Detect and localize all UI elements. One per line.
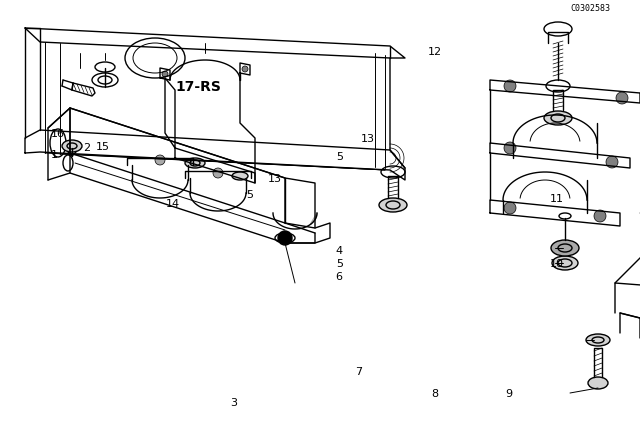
Ellipse shape [62,140,82,152]
Text: 10: 10 [550,259,564,269]
Circle shape [504,142,516,154]
Text: 6: 6 [336,272,342,282]
Circle shape [155,155,165,165]
Text: 13: 13 [361,134,375,144]
Polygon shape [310,213,317,224]
Ellipse shape [92,73,118,87]
Circle shape [504,202,516,214]
Text: 14: 14 [166,199,180,209]
Ellipse shape [552,256,578,270]
Ellipse shape [544,111,572,125]
Text: 17-RS: 17-RS [175,80,221,95]
Text: 11: 11 [550,194,564,204]
Ellipse shape [586,334,610,346]
Text: 16: 16 [51,129,65,139]
Circle shape [616,92,628,104]
Ellipse shape [551,240,579,256]
Text: 15: 15 [95,142,109,152]
Ellipse shape [185,158,205,168]
Circle shape [504,80,516,92]
Text: 8: 8 [431,389,439,399]
Text: 5: 5 [246,190,253,200]
Circle shape [213,168,223,178]
Text: 5: 5 [336,259,342,269]
Text: 13: 13 [268,174,282,184]
Ellipse shape [588,377,608,389]
Text: 1: 1 [51,150,58,159]
Circle shape [242,66,248,72]
Text: 9: 9 [505,389,513,399]
Circle shape [162,71,168,77]
Text: 7: 7 [355,367,362,377]
Circle shape [606,156,618,168]
Text: 4: 4 [335,246,343,256]
Ellipse shape [232,172,248,180]
Text: 2: 2 [83,143,90,153]
Circle shape [594,210,606,222]
Text: 12: 12 [428,47,442,56]
Text: C0302583: C0302583 [570,4,610,13]
Circle shape [278,231,292,245]
Text: 3: 3 [230,398,237,408]
Ellipse shape [379,198,407,212]
Text: 5: 5 [336,152,342,162]
